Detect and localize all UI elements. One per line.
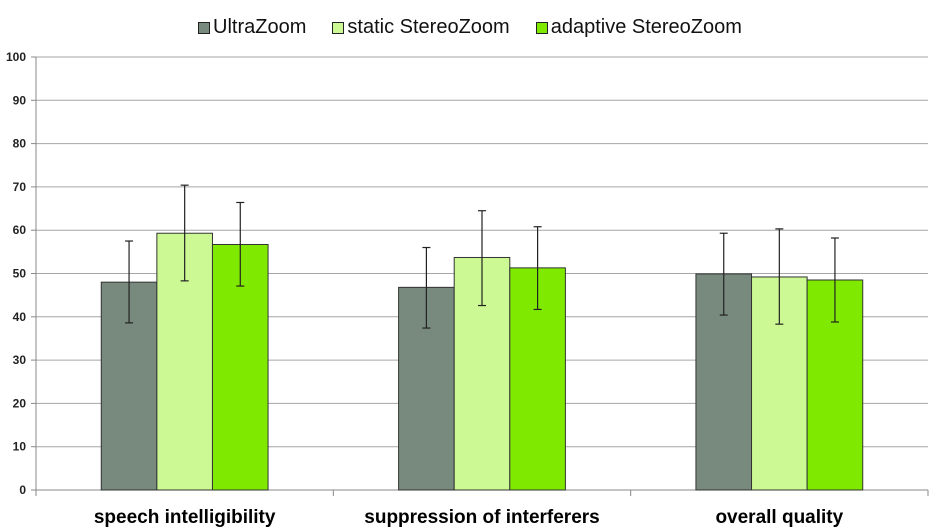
y-tick-label: 0 <box>19 483 26 497</box>
y-tick-label: 60 <box>13 223 27 237</box>
y-tick-label: 80 <box>13 137 27 151</box>
legend-label-adaptive-stereozoom: adaptive StereoZoom <box>550 16 742 38</box>
legend-item-static-stereozoom: static StereoZoom <box>332 16 510 39</box>
y-tick-label: 40 <box>13 310 27 324</box>
legend-swatch-static-stereozoom <box>332 21 345 34</box>
y-tick-label: 50 <box>13 267 27 281</box>
y-tick-label: 20 <box>13 396 27 410</box>
x-category-label: speech intelligibility <box>94 507 276 528</box>
legend: UltraZoom static StereoZoom adaptive Ste… <box>0 16 940 39</box>
legend-item-ultrazoom: UltraZoom <box>198 16 306 39</box>
legend-label-ultrazoom: UltraZoom <box>213 16 307 38</box>
x-category-label: overall quality <box>715 507 843 528</box>
y-tick-label: 90 <box>13 93 27 107</box>
legend-item-adaptive-stereozoom: adaptive StereoZoom <box>535 16 742 39</box>
x-category-label: suppression of interferers <box>364 507 599 528</box>
legend-label-static-stereozoom: static StereoZoom <box>347 16 510 38</box>
legend-swatch-adaptive-stereozoom <box>535 21 548 34</box>
y-tick-label: 10 <box>13 440 27 454</box>
y-tick-label: 100 <box>6 50 26 64</box>
legend-swatch-ultrazoom <box>198 21 211 34</box>
y-tick-label: 70 <box>13 180 27 194</box>
y-tick-label: 30 <box>13 353 27 367</box>
